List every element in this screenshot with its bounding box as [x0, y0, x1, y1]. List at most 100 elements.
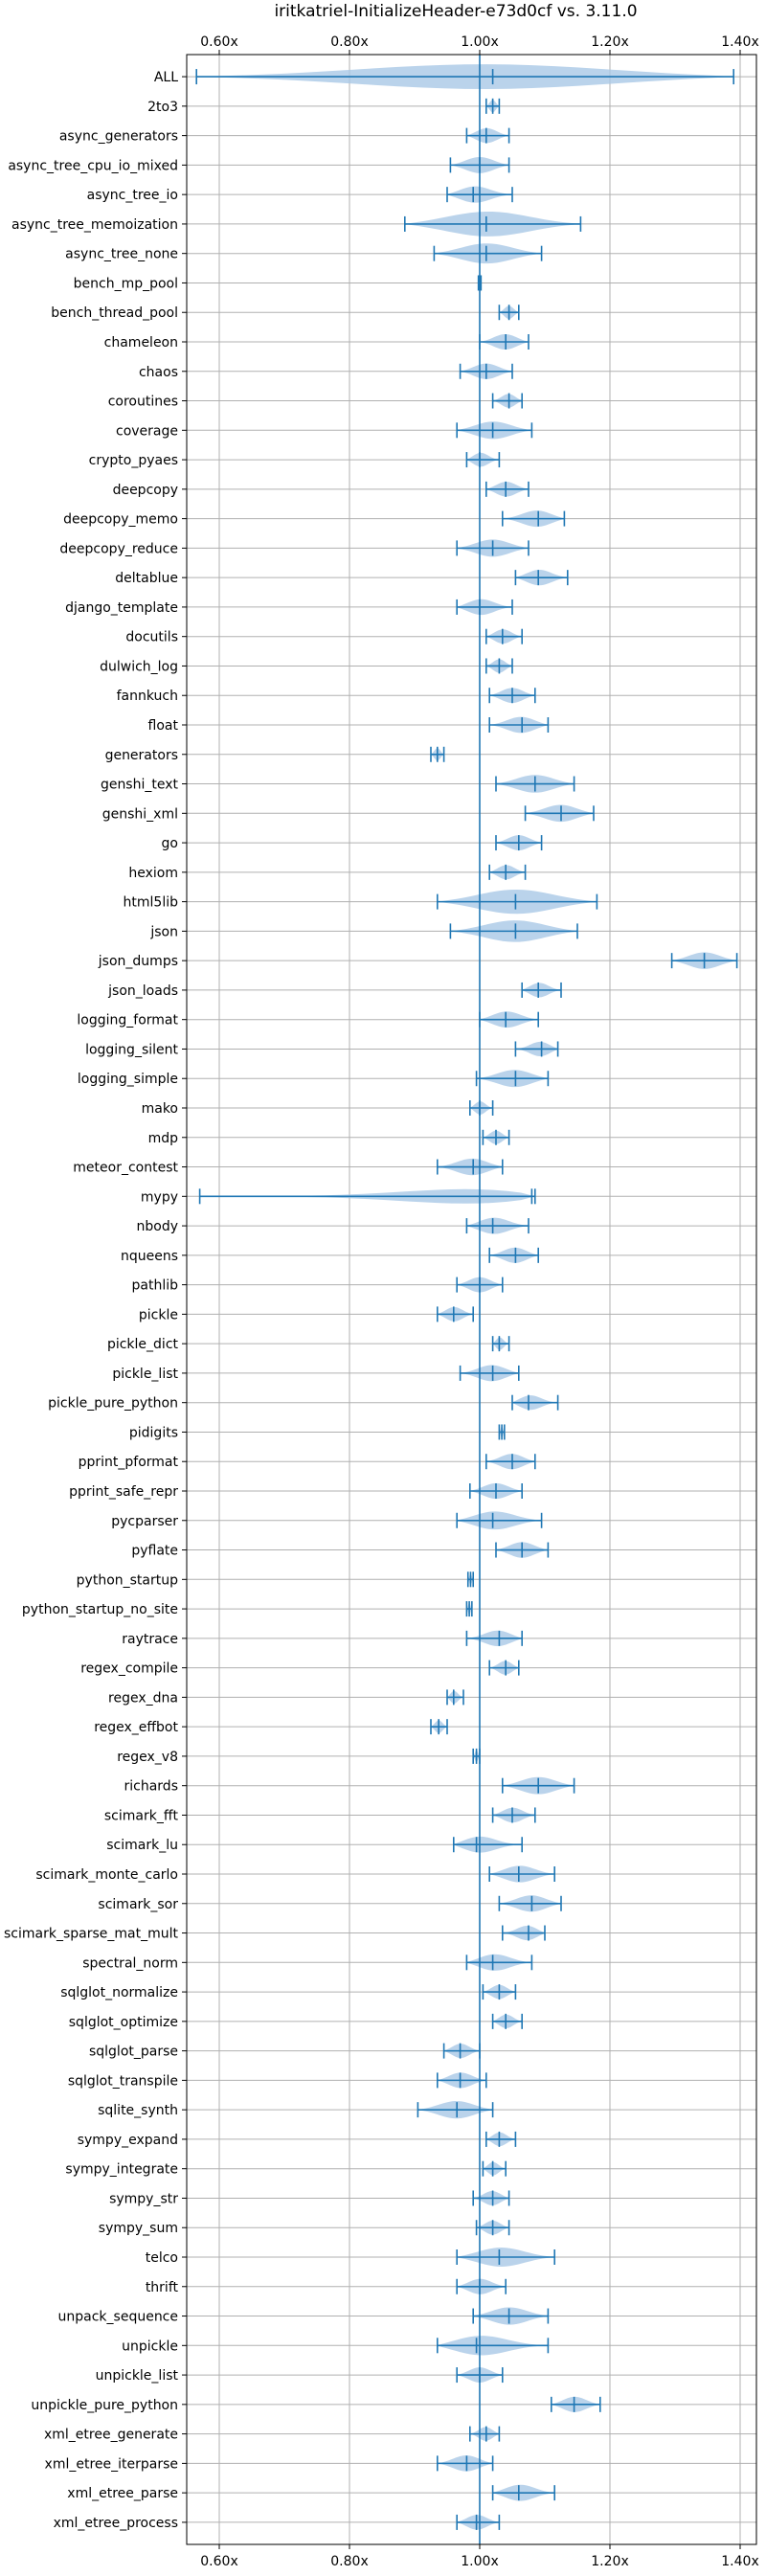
category-label: meteor_contest: [73, 1161, 178, 1176]
category-label: spectral_norm: [82, 1955, 178, 1971]
category-label: regex_dna: [108, 1690, 178, 1706]
category-label: scimark_sparse_mat_mult: [4, 1927, 178, 1942]
category-label: sympy_sum: [99, 2221, 178, 2236]
category-label: bench_mp_pool: [74, 276, 178, 291]
category-label: hexiom: [128, 866, 178, 881]
category-label: xml_etree_process: [54, 2516, 178, 2531]
category-label: sqlglot_parse: [89, 2045, 178, 2060]
x-tick-label-bottom: 1.00x: [461, 2554, 498, 2569]
category-label: pyflate: [131, 1544, 178, 1559]
category-label: logging_silent: [85, 1042, 178, 1057]
x-tick-label-bottom: 1.20x: [591, 2554, 628, 2569]
x-tick-label-top: 1.20x: [591, 34, 628, 50]
category-label: chameleon: [104, 335, 178, 350]
category-label: pickle_pure_python: [48, 1396, 178, 1412]
category-label: regex_compile: [80, 1661, 178, 1677]
category-label: html5lib: [124, 895, 179, 911]
category-label: nqueens: [121, 1249, 178, 1264]
x-tick-label-top: 0.60x: [200, 34, 237, 50]
category-label: deepcopy_reduce: [59, 541, 178, 556]
category-label: float: [148, 718, 179, 734]
category-label: logging_simple: [78, 1072, 178, 1087]
category-label: regex_effbot: [94, 1720, 178, 1735]
tick-layer: 0.60x 0.60x 0.80x 0.80x 1.00x 1.00x 1.20x 1.20x…: [182, 34, 759, 2569]
category-label: thrift: [146, 2280, 179, 2295]
x-tick-label-bottom: 1.40x: [721, 2554, 758, 2569]
category-label: async_tree_io: [87, 188, 178, 203]
category-label: django_template: [65, 600, 178, 616]
category-label: async_tree_cpu_io_mixed: [8, 158, 178, 173]
category-label: sqlglot_normalize: [60, 1985, 178, 2000]
category-label: richards: [124, 1779, 179, 1795]
category-label: pickle: [139, 1307, 178, 1322]
category-label: sqlglot_transpile: [68, 2073, 178, 2089]
plot-frame: [186, 54, 757, 2545]
category-label: deepcopy_memo: [63, 512, 178, 528]
category-label: unpickle_list: [96, 2368, 179, 2384]
category-label: genshi_text: [101, 778, 179, 793]
category-label: pprint_pformat: [79, 1455, 179, 1470]
category-label: sympy_str: [109, 2191, 178, 2206]
category-label: pycparser: [111, 1514, 178, 1529]
category-label: coverage: [116, 423, 178, 439]
category-label: generators: [105, 748, 178, 763]
category-label: pickle_list: [112, 1367, 178, 1382]
category-label: pathlib: [132, 1278, 179, 1294]
category-label: xml_etree_parse: [67, 2486, 178, 2501]
category-label: sympy_expand: [78, 2133, 178, 2148]
category-label: python_startup_no_site: [22, 1602, 178, 1617]
category-label: chaos: [139, 365, 178, 380]
category-label: json: [149, 924, 178, 939]
category-label: sqlglot_optimize: [69, 2015, 178, 2030]
category-label: scimark_fft: [104, 1808, 179, 1823]
category-label: docutils: [125, 630, 178, 645]
category-label: sympy_integrate: [65, 2162, 178, 2178]
category-label: async_tree_none: [65, 247, 178, 262]
category-label: mdp: [148, 1131, 179, 1146]
category-label: ALL: [154, 70, 178, 85]
category-label: unpickle: [122, 2339, 178, 2354]
category-label: nbody: [137, 1219, 179, 1234]
category-label: coroutines: [108, 395, 178, 410]
category-label: deltablue: [115, 571, 178, 586]
category-label: async_tree_memoization: [11, 217, 178, 233]
category-label: scimark_sor: [98, 1897, 178, 1912]
category-label: fannkuch: [117, 689, 178, 704]
category-label: xml_etree_generate: [44, 2428, 178, 2443]
x-tick-label-top: 1.40x: [721, 34, 758, 50]
x-tick-label-bottom: 0.80x: [330, 2554, 368, 2569]
category-label-layer: ALL 2to3 async_generators async_tree_cpu_io…: [4, 70, 178, 2531]
category-label: 2to3: [147, 100, 178, 115]
category-label: mypy: [141, 1189, 178, 1205]
category-label: genshi_xml: [102, 806, 178, 822]
category-label: pidigits: [129, 1425, 178, 1440]
category-label: telco: [146, 2250, 178, 2266]
category-label: scimark_lu: [106, 1838, 178, 1853]
category-label: async_generators: [59, 129, 178, 145]
category-label: scimark_monte_carlo: [35, 1867, 178, 1883]
category-label: deepcopy: [113, 483, 178, 498]
x-tick-label-top: 0.80x: [330, 34, 368, 50]
category-label: unpickle_pure_python: [31, 2398, 178, 2413]
category-label: dulwich_log: [100, 659, 178, 674]
category-label: mako: [142, 1101, 178, 1117]
category-label: raytrace: [122, 1632, 178, 1647]
category-label: logging_format: [77, 1013, 178, 1028]
category-label: xml_etree_iterparse: [45, 2456, 178, 2472]
category-label: regex_v8: [117, 1750, 178, 1765]
x-tick-label-bottom: 0.60x: [200, 2554, 237, 2569]
x-tick-label-top: 1.00x: [461, 34, 498, 50]
category-label: json_loads: [107, 983, 178, 999]
category-label: python_startup: [77, 1572, 178, 1588]
category-label: json_dumps: [98, 954, 178, 969]
category-label: sqlite_synth: [98, 2103, 178, 2118]
category-label: bench_thread_pool: [51, 305, 178, 321]
chart-title: iritkatriel-InitializeHeader-e73d0cf vs.…: [274, 2, 637, 21]
category-label: crypto_pyaes: [89, 453, 178, 468]
category-label: unpack_sequence: [58, 2310, 178, 2325]
category-label: pickle_dict: [107, 1337, 179, 1352]
category-label: pprint_safe_repr: [69, 1484, 178, 1500]
category-label: go: [162, 836, 178, 851]
